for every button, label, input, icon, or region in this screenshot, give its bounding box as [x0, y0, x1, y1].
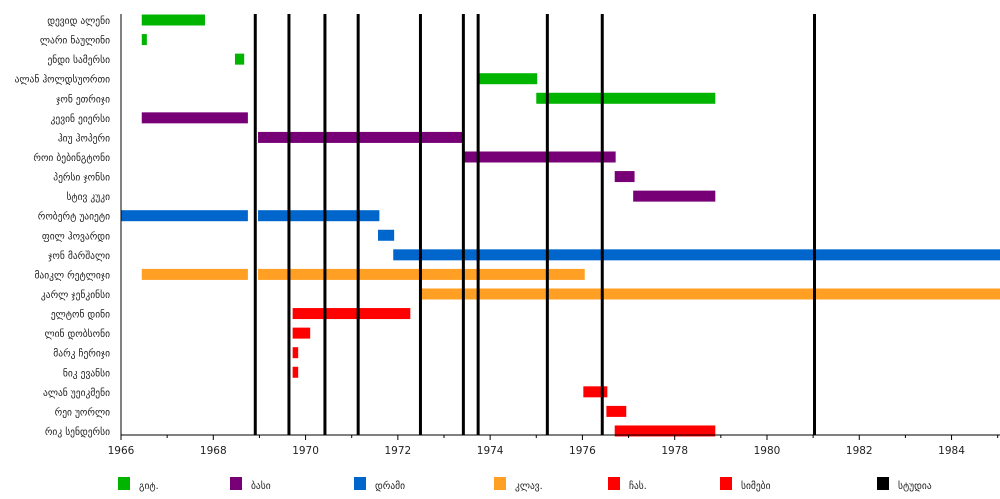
- member-label: კარლ ჯენკინსი: [41, 290, 110, 301]
- member-bar: [378, 229, 395, 241]
- member-label: ლარი ნაულინი: [40, 36, 110, 47]
- member-bar: [292, 366, 299, 378]
- member-bar: [583, 386, 608, 398]
- member-label: მარკ ჩერიჯი: [53, 349, 110, 360]
- member-bar: [141, 268, 248, 280]
- member-label: ჰიუ ჰოპერი: [58, 133, 110, 144]
- member-label: კევინ ეიერსი: [51, 114, 111, 125]
- member-bar: [478, 73, 538, 85]
- x-tick-label: 1966: [108, 445, 135, 457]
- member-bar: [141, 34, 147, 46]
- legend-label-studio: სტუდია: [898, 481, 932, 492]
- legend-swatch-drums: [354, 477, 366, 490]
- member-label: დევიდ ალენი: [47, 16, 110, 27]
- member-bar: [463, 151, 616, 163]
- x-tick-label: 1984: [938, 445, 965, 457]
- legend-label-drums: დრამი: [375, 481, 405, 492]
- member-label: რეი უორლი: [55, 407, 110, 418]
- x-tick-label: 1978: [661, 445, 688, 457]
- legend-swatch-sax: [608, 477, 620, 490]
- member-label: რობერტ უაიეტი: [38, 212, 110, 223]
- member-bar: [258, 210, 380, 222]
- member-bar: [606, 405, 627, 417]
- legend-label-keys: კლავ.: [515, 481, 543, 492]
- member-label: ენდი სამერსი: [47, 55, 110, 66]
- member-bar: [292, 327, 311, 339]
- x-tick-label: 1974: [477, 445, 504, 457]
- legend-label-guitar: გიტ.: [139, 481, 159, 492]
- x-tick-label: 1970: [292, 445, 319, 457]
- member-bar: [419, 288, 1000, 300]
- member-label: ალან უეიკმენი: [43, 388, 110, 399]
- legend-label-sax: ჩას.: [629, 481, 647, 492]
- legend-swatch-bass: [230, 477, 242, 490]
- member-label: ლინ დობსონი: [45, 329, 111, 340]
- member-bar: [614, 425, 716, 437]
- member-bar: [121, 210, 248, 222]
- x-tick-label: 1968: [200, 445, 227, 457]
- member-label: მაიკლ რეტლიჯი: [34, 270, 110, 281]
- member-label: სტივ კუკი: [66, 192, 110, 203]
- legend-swatch-studio: [877, 477, 889, 490]
- member-bar: [141, 14, 205, 26]
- x-tick-label: 1976: [569, 445, 596, 457]
- member-bar: [292, 347, 299, 359]
- member-label: პერსი ჯონსი: [53, 173, 110, 184]
- member-label: ჯონ ეთრიჯი: [56, 94, 110, 105]
- legend-label-strings: სიმები: [741, 481, 771, 492]
- member-label: ფილ ჰოვარდი: [42, 231, 110, 242]
- member-label: ნიკ ევანსი: [63, 368, 110, 379]
- x-tick-label: 1982: [846, 445, 873, 457]
- member-bar: [614, 171, 635, 183]
- legend-swatch-keys: [494, 477, 506, 490]
- x-tick-label: 1980: [754, 445, 781, 457]
- legend-swatch-strings: [720, 477, 732, 490]
- member-bar: [234, 53, 245, 65]
- x-tick-label: 1972: [384, 445, 411, 457]
- member-label: ალან ჰოლდსუორთი: [15, 75, 110, 86]
- member-bar: [633, 190, 716, 202]
- member-label: როი ბებინგტონი: [33, 153, 110, 164]
- legend-swatch-guitar: [118, 477, 130, 490]
- member-bar: [292, 308, 411, 320]
- member-bar: [258, 131, 465, 143]
- member-label: ჯონ მარშალი: [48, 251, 110, 262]
- member-label: რიკ სენდერსი: [45, 427, 110, 438]
- member-bar: [393, 249, 1000, 261]
- legend-label-bass: ბასი: [251, 481, 271, 492]
- member-label: ელტონ დინი: [51, 310, 110, 321]
- member-bar: [141, 112, 248, 124]
- member-bar: [536, 92, 716, 104]
